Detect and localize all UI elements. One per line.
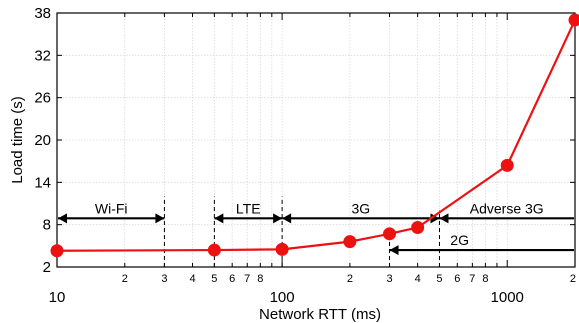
band-label: LTE bbox=[236, 200, 261, 216]
x-minor-tick-label: 6 bbox=[454, 273, 460, 285]
plot-frame bbox=[56, 12, 576, 268]
data-point bbox=[50, 244, 64, 258]
band-label: 2G bbox=[450, 232, 469, 248]
x-minor-tick-label: 8 bbox=[482, 273, 488, 285]
y-tick-label: 14 bbox=[34, 174, 51, 191]
series bbox=[50, 13, 579, 258]
y-tick-label: 38 bbox=[34, 5, 51, 22]
band-label: Wi-Fi bbox=[95, 200, 128, 216]
x-axis-title: Network RTT (ms) bbox=[259, 306, 381, 323]
y-tick-label: 8 bbox=[43, 217, 51, 234]
y-axis-title: Load time (s) bbox=[9, 96, 26, 184]
data-point bbox=[207, 243, 221, 257]
x-major-tick-label: 1000 bbox=[491, 289, 524, 306]
band-label: 3G bbox=[351, 200, 370, 216]
x-minor-tick-label: 8 bbox=[257, 273, 263, 285]
arrow-head bbox=[155, 213, 165, 224]
arrow-head bbox=[389, 245, 399, 256]
x-minor-tick-label: 2 bbox=[570, 273, 576, 285]
arrow-head bbox=[273, 213, 283, 224]
grid bbox=[57, 13, 575, 267]
band-label: Adverse 3G bbox=[470, 200, 544, 216]
data-point bbox=[411, 220, 425, 234]
x-minor-tick-label: 2 bbox=[347, 273, 353, 285]
x-minor-tick-label: 3 bbox=[386, 273, 392, 285]
x-minor-tick-label: 4 bbox=[189, 273, 195, 285]
x-minor-tick-label: 2 bbox=[122, 273, 128, 285]
y-tick-label: 2 bbox=[43, 259, 51, 276]
arrow-head bbox=[214, 213, 224, 224]
x-major-tick-label: 100 bbox=[270, 289, 295, 306]
series-line bbox=[56, 19, 576, 252]
y-tick-label: 20 bbox=[34, 132, 51, 149]
data-point bbox=[500, 158, 514, 172]
x-minor-tick-label: 5 bbox=[436, 273, 442, 285]
arrow-head bbox=[439, 213, 449, 224]
data-point bbox=[568, 13, 579, 27]
arrow-head bbox=[282, 213, 292, 224]
x-minor-tick-label: 7 bbox=[469, 273, 475, 285]
x-major-tick-label: 10 bbox=[49, 289, 66, 306]
data-point bbox=[275, 242, 289, 256]
x-minor-tick-label: 5 bbox=[211, 273, 217, 285]
arrow-head bbox=[58, 213, 67, 224]
data-point bbox=[383, 227, 397, 241]
data-point bbox=[343, 235, 357, 249]
x-minor-tick-label: 7 bbox=[244, 273, 250, 285]
x-minor-tick-label: 6 bbox=[229, 273, 235, 285]
y-tick-label: 26 bbox=[34, 90, 51, 107]
y-tick-label: 32 bbox=[34, 47, 51, 64]
x-minor-tick-label: 3 bbox=[161, 273, 167, 285]
x-minor-tick-label: 4 bbox=[415, 273, 421, 285]
